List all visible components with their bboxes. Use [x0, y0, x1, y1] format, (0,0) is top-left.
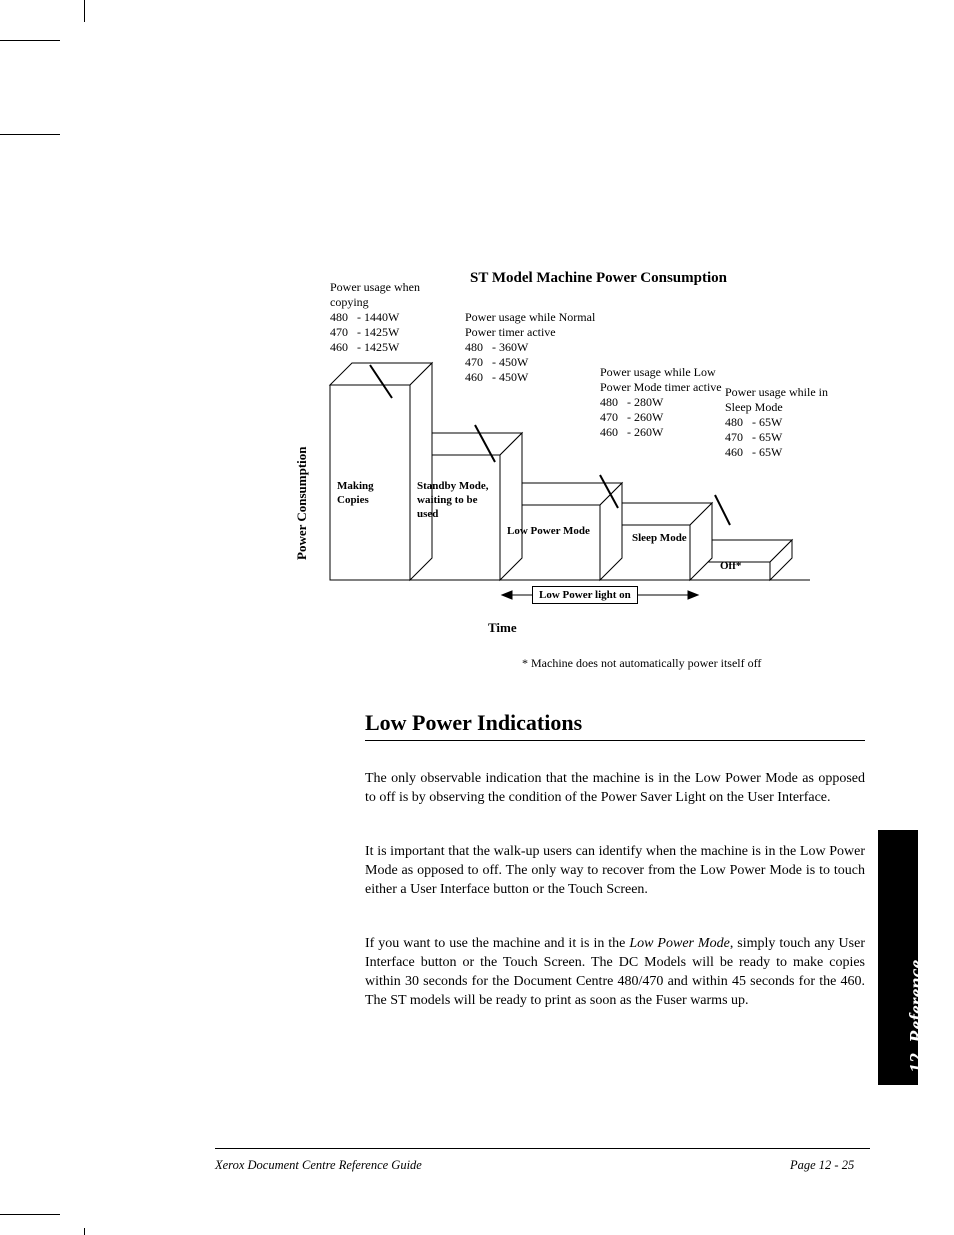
page: ST Model Machine Power Consumption Power…: [0, 0, 954, 1235]
paragraph: The only observable indication that the …: [365, 770, 865, 808]
crop-mark: [84, 0, 85, 22]
crop-mark: [84, 1228, 85, 1235]
crop-mark: [0, 134, 60, 135]
crop-mark: [0, 40, 60, 41]
footer-rule: [215, 1148, 870, 1149]
footer-right: Page 12 - 25: [790, 1158, 854, 1173]
crop-mark: [0, 1214, 60, 1215]
low-power-light-callout: Low Power light on: [532, 586, 638, 604]
bar-label-copying: Making Copies: [337, 480, 407, 508]
paragraph: It is important that the walk-up users c…: [365, 843, 865, 900]
chart-footnote: * Machine does not automatically power i…: [522, 656, 761, 671]
bar-label-lowpower: Low Power Mode: [507, 525, 597, 539]
bar-label-off: Off*: [720, 560, 770, 574]
chapter-tab-label: 12. Reference: [906, 960, 929, 1073]
chapter-tab: 12. Reference: [878, 830, 918, 1085]
section-title: Low Power Indications: [365, 710, 582, 736]
bar-label-standby: Standby Mode, waiting to be used: [417, 480, 497, 521]
paragraph: If you want to use the machine and it is…: [365, 935, 865, 1011]
section-rule: [365, 740, 865, 741]
bar-label-sleep: Sleep Mode: [632, 532, 692, 546]
x-axis-label: Time: [488, 620, 517, 636]
footer-left: Xerox Document Centre Reference Guide: [215, 1158, 422, 1173]
power-consumption-chart: ST Model Machine Power Consumption Power…: [300, 270, 840, 630]
chart-svg: [300, 270, 840, 630]
